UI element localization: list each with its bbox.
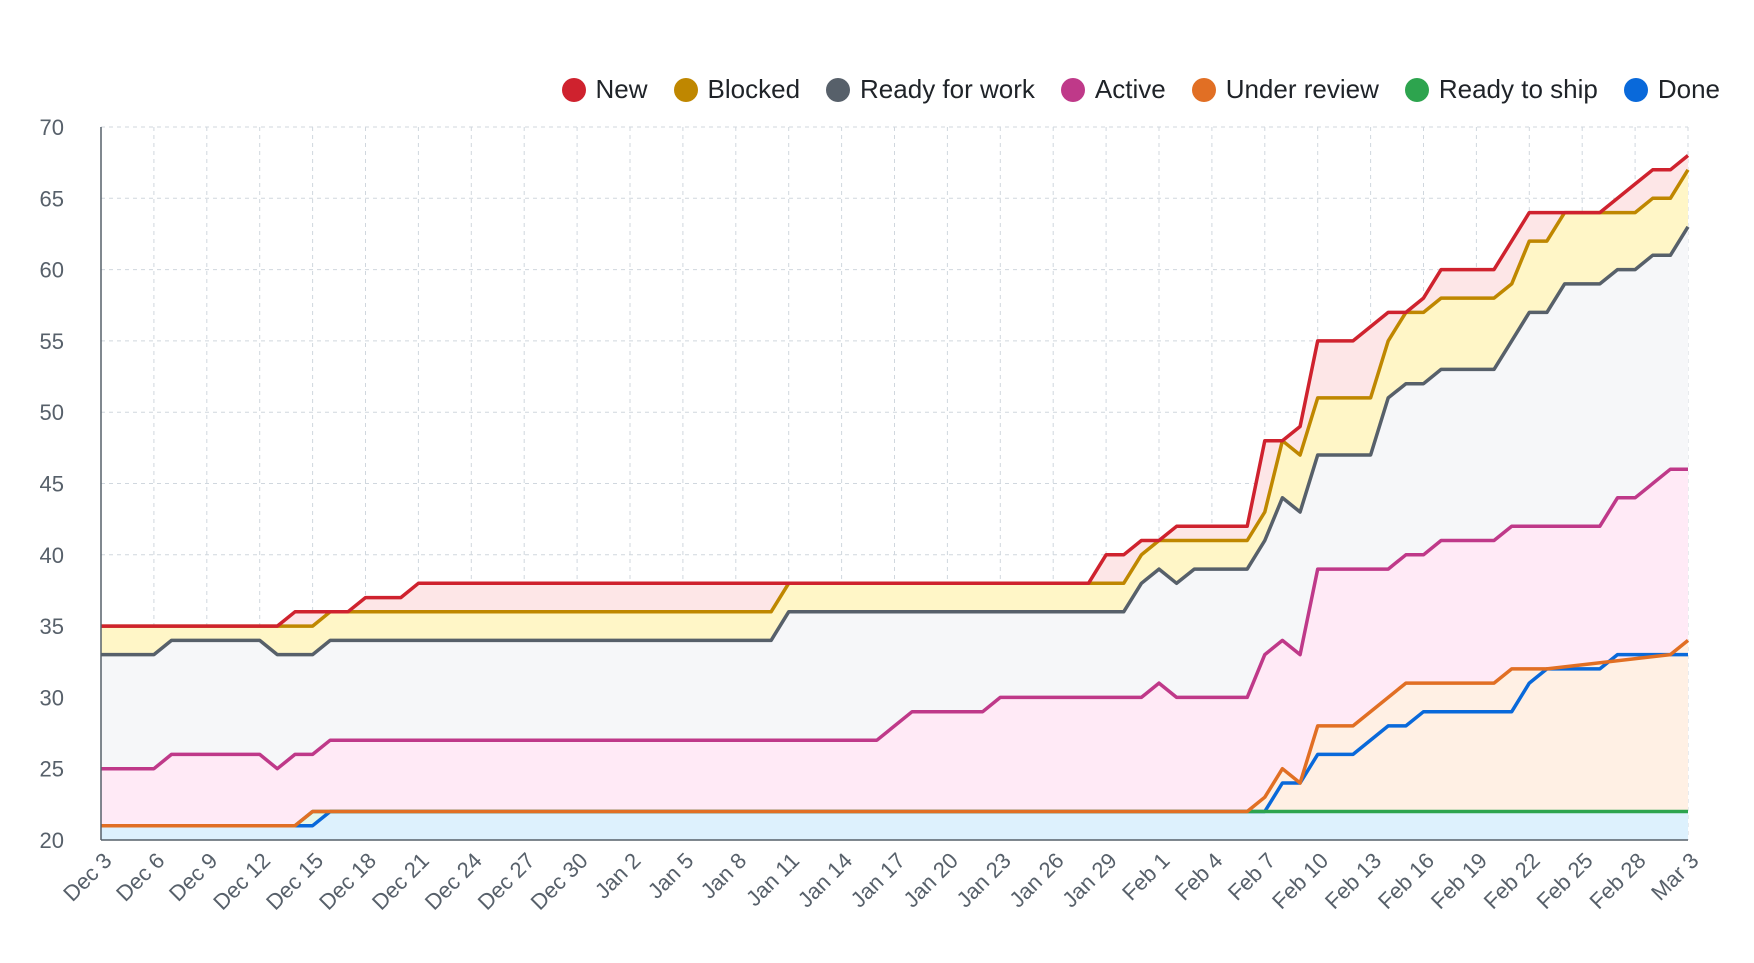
x-tick-label: Jan 29 — [1057, 848, 1121, 912]
legend-item-ready-for-work[interactable]: Ready for work — [826, 74, 1035, 105]
legend-dot-icon — [1404, 77, 1429, 102]
x-tick-label: Dec 3 — [58, 848, 116, 906]
legend-label: Ready to ship — [1438, 74, 1598, 104]
legend-item-blocked[interactable]: Blocked — [673, 74, 801, 105]
area-under-review — [101, 640, 1688, 826]
legend-label: Ready for work — [860, 74, 1035, 104]
area-new — [101, 155, 1688, 627]
x-tick-label: Jan 2 — [590, 848, 646, 904]
legend-dot-icon — [826, 77, 851, 102]
y-tick-label: 50 — [40, 400, 64, 425]
x-tick-label: Dec 12 — [208, 848, 275, 915]
x-tick-label: Dec 21 — [367, 848, 434, 915]
chart-legend: New Blocked Ready for work Active Under revi… — [561, 74, 1720, 105]
legend-item-under-review[interactable]: Under review — [1191, 74, 1379, 105]
x-tick-label: Feb 4 — [1170, 848, 1227, 905]
x-tick-label: Dec 27 — [473, 848, 540, 915]
x-tick-label: Feb 22 — [1479, 848, 1545, 914]
series-line-ready-for-work — [101, 225, 1690, 657]
legend-item-ready-to-ship[interactable]: Ready to ship — [1404, 74, 1598, 105]
series-lines — [101, 154, 1690, 828]
y-tick-label: 60 — [40, 258, 64, 283]
x-tick-label: Dec 24 — [420, 848, 487, 915]
x-tick-label: Feb 1 — [1117, 848, 1174, 905]
legend-label: Active — [1094, 74, 1166, 104]
x-tick-label: Feb 25 — [1532, 848, 1598, 914]
x-tick-label: Jan 5 — [643, 848, 699, 904]
x-tick-label: Jan 11 — [741, 848, 804, 911]
series-line-new — [101, 154, 1690, 628]
x-tick-label: Jan 20 — [899, 848, 963, 912]
legend-item-active[interactable]: Active — [1060, 74, 1166, 105]
legend-dot-icon — [1191, 77, 1216, 102]
area-ready-for-work — [101, 226, 1688, 769]
legend-label: Under review — [1225, 74, 1379, 104]
x-tick-label: Feb 10 — [1267, 848, 1333, 914]
legend-item-done[interactable]: Done — [1623, 74, 1720, 105]
legend-dot-icon — [561, 77, 586, 102]
y-tick-label: 30 — [40, 685, 64, 710]
y-tick-label: 35 — [40, 614, 64, 639]
x-tick-label: Feb 19 — [1426, 848, 1492, 914]
y-tick-label: 70 — [40, 115, 64, 140]
legend-label: Done — [1657, 74, 1720, 104]
legend-dot-icon — [1623, 77, 1648, 102]
series-line-active — [101, 467, 1688, 771]
x-tick-label: Jan 14 — [793, 848, 857, 912]
x-tick-label: Dec 15 — [261, 848, 328, 915]
x-tick-label: Dec 30 — [526, 848, 593, 915]
x-tick-label: Mar 3 — [1646, 848, 1703, 905]
y-tick-label: 55 — [40, 329, 64, 354]
y-tick-label: 45 — [40, 472, 64, 497]
y-tick-label: 65 — [40, 186, 64, 211]
x-tick-label: Feb 16 — [1373, 848, 1439, 914]
x-tick-label: Feb 13 — [1320, 848, 1386, 914]
y-tick-label: 20 — [40, 828, 64, 853]
x-tick-label: Dec 6 — [111, 848, 169, 906]
series-line-under-review — [101, 639, 1690, 828]
legend-dot-icon — [673, 77, 698, 102]
x-tick-label: Jan 17 — [846, 848, 910, 912]
legend-label: Blocked — [707, 74, 801, 104]
legend-item-new[interactable]: New — [561, 74, 648, 105]
y-tick-label: 25 — [40, 757, 64, 782]
x-tick-label: Feb 28 — [1585, 848, 1651, 914]
legend-label: New — [595, 74, 648, 104]
x-tick-label: Dec 18 — [314, 848, 381, 915]
area-active — [101, 469, 1688, 826]
x-tick-label: Jan 23 — [951, 848, 1015, 912]
x-tick-label: Jan 26 — [1004, 848, 1068, 912]
y-tick-label: 40 — [40, 543, 64, 568]
area-blocked — [101, 169, 1688, 655]
legend-dot-icon — [1060, 77, 1085, 102]
